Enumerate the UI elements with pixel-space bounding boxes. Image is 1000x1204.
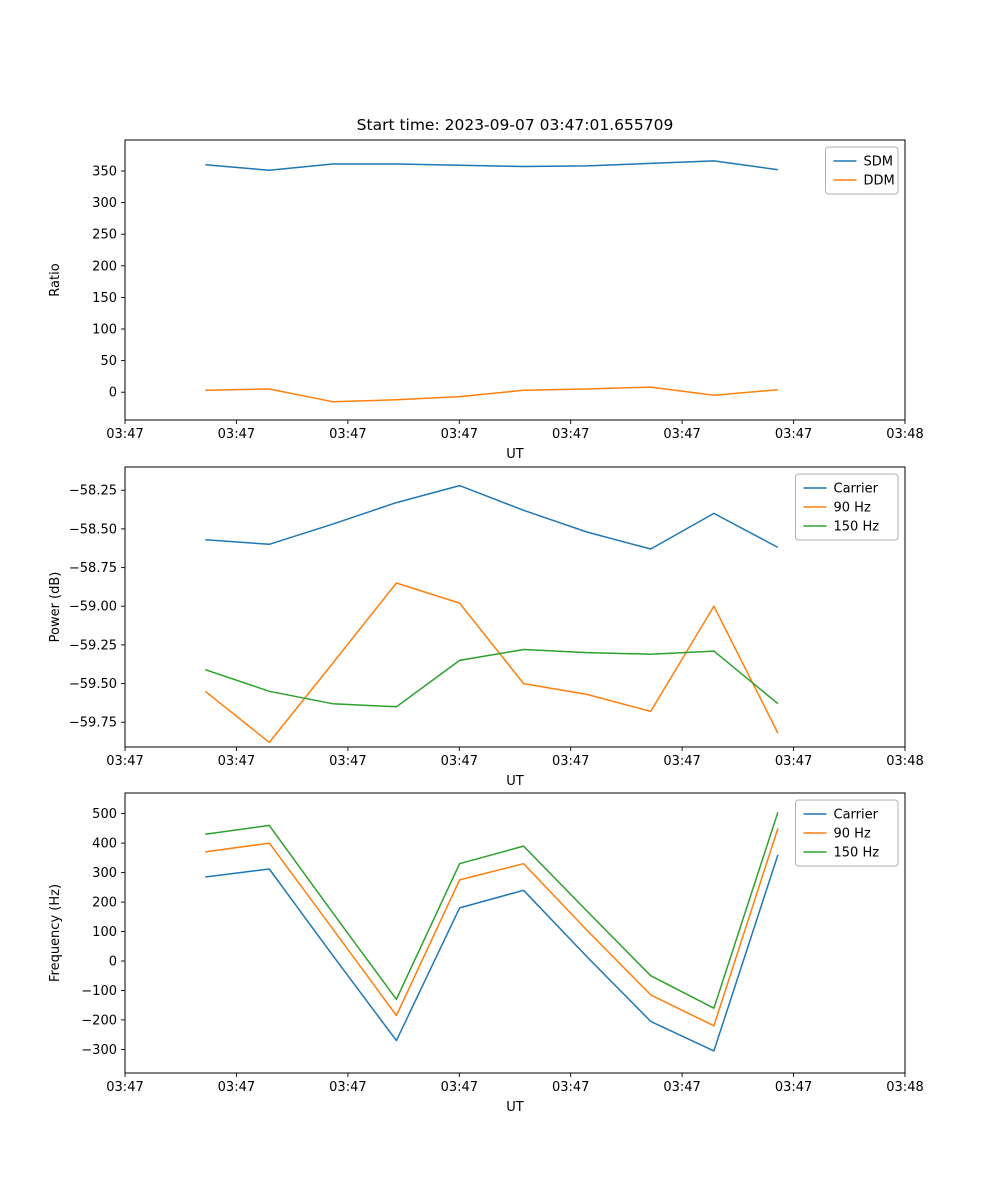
legend-label-90-hz: 90 Hz — [834, 501, 871, 516]
y-tick-label: −59.00 — [69, 600, 117, 615]
subplot-power-db: −58.25 −58.50 −58.75 −59.00 −59.25 −59.50 −59.… — [48, 466, 924, 789]
y-tick-label: 150 — [92, 291, 117, 306]
y-tick-label: 250 — [92, 228, 117, 243]
y-tick-label: −59.75 — [69, 716, 117, 731]
y-tick-label: −58.50 — [69, 522, 117, 537]
y-tick-label: 500 — [92, 807, 117, 822]
x-tick-label: 03:48 — [886, 754, 923, 769]
series-line-sdm — [205, 160, 779, 172]
legend-box — [795, 473, 899, 541]
series-line-150-hz — [205, 648, 779, 708]
x-tick-label: 03:47 — [663, 427, 700, 442]
y-tick-label: 400 — [92, 837, 117, 852]
y-axis-label: Power (dB) — [48, 572, 63, 643]
x-tick-label: 03:47 — [329, 754, 366, 769]
series-line-90-hz — [204, 582, 779, 744]
y-tick-label: 300 — [92, 196, 117, 211]
y-tick-label: 100 — [92, 925, 117, 940]
legend-label-150-hz: 150 Hz — [834, 846, 880, 861]
y-axis-label: Frequency (Hz) — [48, 884, 63, 982]
x-tick-label: 03:47 — [775, 427, 812, 442]
x-tick-label: 03:47 — [106, 754, 143, 769]
y-tick-label: −100 — [81, 984, 117, 999]
x-tick-label: 03:47 — [663, 1080, 700, 1095]
series-line-ddm — [205, 386, 778, 403]
y-tick-label: −59.25 — [69, 638, 117, 653]
series-line-carrier — [205, 854, 779, 1052]
x-tick-label: 03:47 — [106, 1080, 143, 1095]
y-axis-label: Ratio — [48, 263, 63, 296]
x-tick-label: 03:48 — [886, 427, 923, 442]
x-tick-label: 03:47 — [775, 754, 812, 769]
x-tick-label: 03:47 — [218, 427, 255, 442]
x-tick-label: 03:47 — [441, 1080, 478, 1095]
x-axis-label: UT — [506, 1100, 524, 1115]
y-tick-label: 50 — [100, 354, 117, 369]
series-line-90-hz — [205, 828, 779, 1027]
y-tick-label: −58.75 — [69, 561, 117, 576]
series-line-carrier — [205, 484, 779, 550]
x-tick-label: 03:47 — [552, 1080, 589, 1095]
y-tick-label: −300 — [81, 1043, 117, 1058]
x-tick-label: 03:48 — [886, 1080, 923, 1095]
x-tick-label: 03:47 — [218, 754, 255, 769]
x-tick-label: 03:47 — [663, 754, 700, 769]
x-tick-label: 03:47 — [218, 1080, 255, 1095]
y-tick-label: 350 — [92, 165, 117, 180]
legend-box — [825, 146, 899, 195]
subplot-ratio: 350 300 250 200 150 100 50 0 03:47 03:47 03:47 03:4… — [48, 139, 924, 462]
y-tick-label: 100 — [92, 323, 117, 338]
y-tick-label: 300 — [92, 866, 117, 881]
x-tick-label: 03:47 — [552, 754, 589, 769]
x-axis-label: UT — [506, 447, 524, 462]
y-tick-label: −58.25 — [69, 484, 117, 499]
y-tick-label: 200 — [92, 259, 117, 274]
legend-label-sdm: SDM — [864, 155, 893, 170]
y-tick-label: −59.50 — [69, 677, 117, 692]
legend-label-150-hz: 150 Hz — [834, 520, 880, 535]
legend-label-carrier: Carrier — [834, 808, 879, 823]
x-tick-label: 03:47 — [106, 427, 143, 442]
subplot-frequency-hz: 500 400 300 200 100 0 −100 −200 −300 03:47 03:47 03… — [48, 792, 924, 1115]
x-tick-label: 03:47 — [329, 427, 366, 442]
legend-label-ddm: DDM — [864, 174, 895, 189]
legend-label-carrier: Carrier — [834, 482, 879, 497]
x-tick-label: 03:47 — [775, 1080, 812, 1095]
y-tick-label: 200 — [92, 896, 117, 911]
axes-box — [124, 792, 906, 1074]
y-tick-label: 0 — [109, 955, 117, 970]
axes-box — [124, 139, 906, 421]
axes-box — [124, 466, 906, 748]
legend-box — [795, 799, 899, 867]
series-line-150-hz — [205, 811, 779, 1009]
x-tick-label: 03:47 — [329, 1080, 366, 1095]
x-axis-label: UT — [506, 774, 524, 789]
x-tick-label: 03:47 — [552, 427, 589, 442]
y-tick-label: 0 — [109, 386, 117, 401]
y-tick-label: −200 — [81, 1013, 117, 1028]
figure-title: Start time: 2023-09-07 03:47:01.655709 — [357, 116, 674, 134]
legend-label-90-hz: 90 Hz — [834, 827, 871, 842]
x-tick-label: 03:47 — [441, 427, 478, 442]
x-tick-label: 03:47 — [441, 754, 478, 769]
